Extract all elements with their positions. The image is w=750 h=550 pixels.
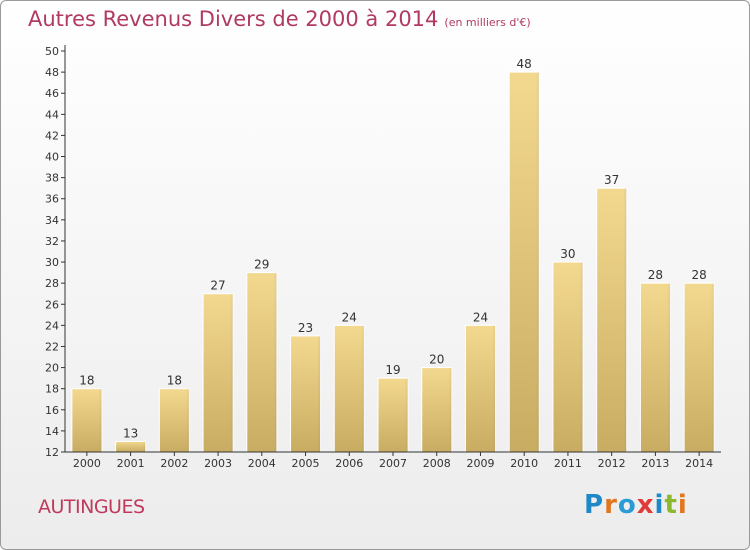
x-tick-label-2009: 2009 (466, 457, 494, 470)
logo-letter: P (584, 490, 605, 520)
logo-letter: i (654, 490, 665, 520)
x-tick-label-2001: 2001 (117, 457, 145, 470)
bar-2008 (421, 367, 453, 453)
value-label-2011: 30 (560, 247, 575, 261)
y-tick-label-16: 16 (45, 404, 59, 417)
x-tick-label-2014: 2014 (685, 457, 713, 470)
y-tick-label-30: 30 (45, 256, 59, 269)
x-axis: 2000 2001 2002 2003 2004 2005 2006 2007 2008 2009… (65, 451, 721, 470)
bar-2004 (246, 272, 278, 453)
y-tick-label-12: 12 (45, 446, 59, 459)
x-tick-label-2011: 2011 (554, 457, 582, 470)
chart-title-text: Autres Revenus Divers de 2000 à 2014 (28, 7, 439, 31)
x-tick-label-2010: 2010 (510, 457, 538, 470)
value-label-2009: 24 (473, 310, 488, 324)
value-label-2014: 28 (691, 268, 706, 282)
proxiti-logo: Proxiti (584, 490, 688, 520)
value-label-2004: 29 (254, 258, 269, 272)
x-tick-label-2006: 2006 (335, 457, 363, 470)
bar-2001 (115, 440, 147, 453)
y-tick-label-42: 42 (45, 129, 59, 142)
bar-2000 (71, 388, 103, 453)
bar-2012 (596, 187, 628, 453)
x-tick-label-2000: 2000 (73, 457, 101, 470)
y-tick-label-36: 36 (45, 193, 59, 206)
value-label-2013: 28 (648, 268, 663, 282)
bar-2006 (333, 324, 365, 453)
y-tick-label-34: 34 (45, 214, 59, 227)
x-tick-label-2012: 2012 (598, 457, 626, 470)
y-tick-label-22: 22 (45, 340, 59, 353)
logo-letter: t (664, 490, 678, 520)
x-tick-label-2002: 2002 (160, 457, 188, 470)
x-tick-label-2007: 2007 (379, 457, 407, 470)
value-label-2005: 23 (298, 321, 313, 335)
value-label-2003: 27 (210, 279, 225, 293)
x-tick-label-2004: 2004 (248, 457, 276, 470)
bar-2003 (202, 293, 234, 453)
place-name: AUTINGUES (38, 496, 145, 518)
bar-2002 (158, 388, 190, 453)
y-tick-label-40: 40 (45, 151, 59, 164)
y-tick-label-32: 32 (45, 235, 59, 248)
y-tick-label-20: 20 (45, 362, 59, 375)
bars-group: 18 13 18 27 29 23 24 19 20 24 48 30 37 28 28 (71, 57, 715, 453)
y-tick-label-48: 48 (45, 66, 59, 79)
value-label-2006: 24 (342, 310, 357, 324)
bar-2005 (290, 335, 322, 453)
value-label-2002: 18 (167, 374, 182, 388)
logo-letter: o (617, 490, 637, 520)
bar-2010 (508, 71, 540, 453)
x-tick-label-2013: 2013 (641, 457, 669, 470)
y-tick-label-44: 44 (45, 108, 59, 121)
x-tick-label-2003: 2003 (204, 457, 232, 470)
logo-letter: r (604, 490, 618, 520)
bar-2007 (377, 377, 409, 453)
x-tick-label-2005: 2005 (292, 457, 320, 470)
x-tick-label-2008: 2008 (423, 457, 451, 470)
y-tick-label-38: 38 (45, 172, 59, 185)
bar-2014 (683, 282, 715, 453)
chart-title: Autres Revenus Divers de 2000 à 2014 (en … (28, 7, 531, 31)
value-label-2010: 48 (517, 57, 532, 71)
y-tick-label-26: 26 (45, 298, 59, 311)
value-label-2001: 13 (123, 426, 138, 440)
y-tick-label-50: 50 (45, 45, 59, 58)
value-label-2012: 37 (604, 173, 619, 187)
value-label-2007: 19 (385, 363, 400, 377)
bar-2009 (464, 324, 496, 453)
y-tick-label-46: 46 (45, 87, 59, 100)
value-label-2008: 20 (429, 353, 444, 367)
bar-2011 (552, 261, 584, 453)
y-tick-label-28: 28 (45, 277, 59, 290)
bar-2013 (639, 282, 671, 453)
y-tick-label-14: 14 (45, 425, 59, 438)
y-tick-label-18: 18 (45, 383, 59, 396)
value-label-2000: 18 (79, 374, 94, 388)
y-tick-label-24: 24 (45, 319, 59, 332)
y-axis: 12 14 16 18 20 22 24 26 28 30 32 34 36 38 40 42 44 46 48 50 (45, 45, 66, 459)
chart-unit-label: (en milliers d'€) (444, 16, 531, 29)
logo-letter: x (636, 490, 655, 520)
logo-letter: i (677, 490, 688, 520)
